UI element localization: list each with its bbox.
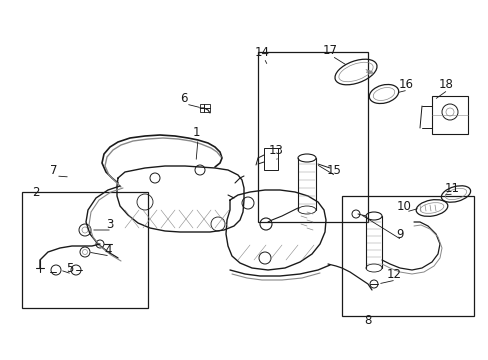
Text: 13: 13 (268, 144, 283, 157)
Text: 15: 15 (326, 163, 341, 176)
Bar (341, 196, 473, 316)
Text: 16: 16 (398, 77, 413, 90)
Bar (431, 96, 467, 134)
Text: 9: 9 (395, 228, 403, 240)
Text: 18: 18 (438, 77, 452, 90)
Text: 4: 4 (104, 243, 112, 256)
Text: 3: 3 (106, 217, 113, 230)
Bar (200, 104, 209, 112)
Text: 7: 7 (50, 163, 58, 176)
Text: 8: 8 (364, 314, 371, 327)
Text: 14: 14 (254, 45, 269, 58)
Text: 1: 1 (192, 126, 199, 139)
Text: 5: 5 (66, 261, 74, 274)
Bar (258, 52, 367, 222)
Text: 2: 2 (32, 185, 40, 198)
Text: 10: 10 (396, 199, 410, 212)
Text: 6: 6 (180, 91, 187, 104)
Bar (22, 192, 148, 308)
Text: 11: 11 (444, 181, 459, 194)
Text: 17: 17 (322, 44, 337, 57)
Text: 12: 12 (386, 267, 401, 280)
Bar (264, 148, 278, 170)
